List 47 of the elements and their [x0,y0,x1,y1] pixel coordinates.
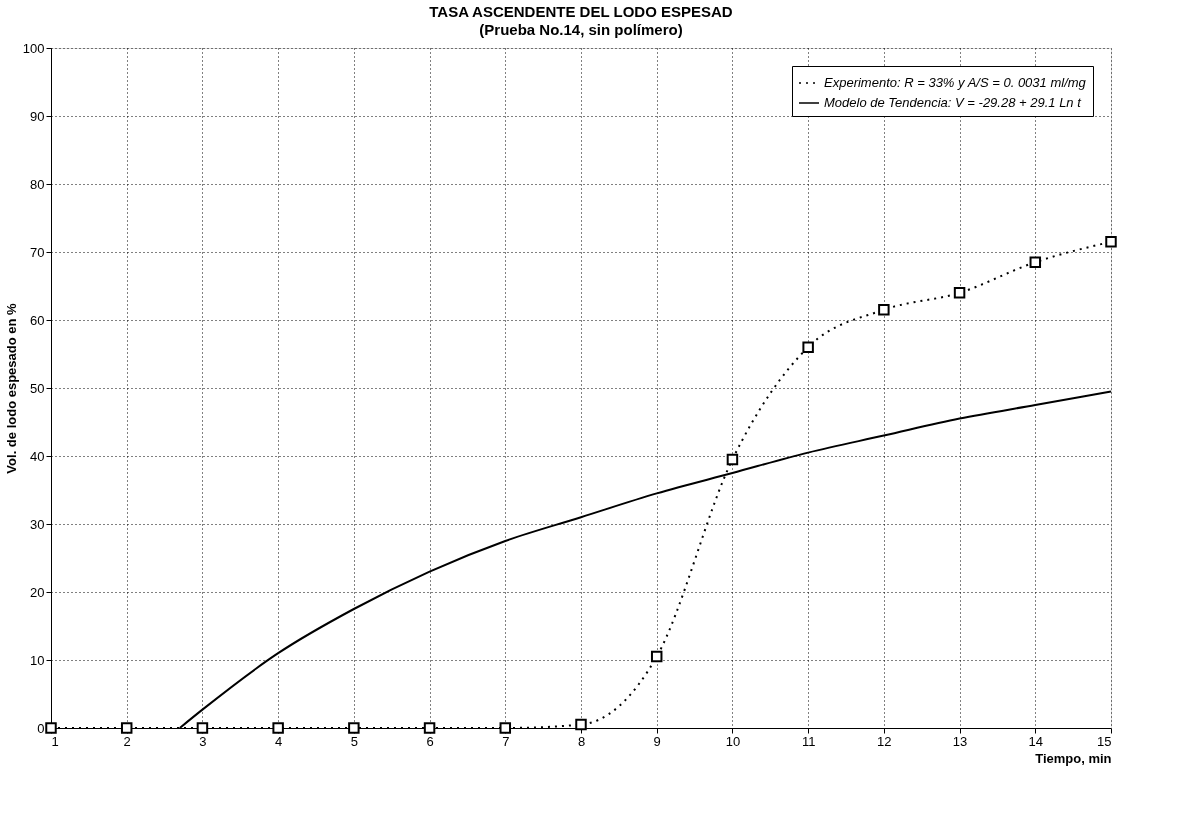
y-tick-label: 10 [30,652,45,668]
y-tick-label: 90 [30,108,45,124]
y-tick-label: 30 [30,516,45,532]
x-tick-label: 3 [199,733,207,749]
x-tick-label: 8 [577,733,586,749]
x-tick-label: 1 [51,733,59,749]
x-tick-label: 7 [502,733,510,749]
y-tick-label: 60 [30,312,45,328]
point [575,718,587,731]
chart-title: TASA ASCENDENTE DEL LODO ESPESAD [429,3,733,20]
point [1029,256,1042,268]
point [1105,236,1117,248]
x-axis-title: Tiempo, min [1035,750,1112,766]
point [423,722,436,734]
point [348,722,360,734]
point [878,304,890,316]
point [45,722,57,734]
x-tick-label: 12 [877,733,892,749]
x-tick-label: 2 [123,733,131,749]
y-tick-label: 100 [22,40,45,56]
y-tick-label: 40 [30,448,45,464]
point [272,722,284,734]
x-tick-label: 6 [426,733,434,749]
y-axis-title: Vol. de lodo espesado en % [3,302,19,474]
x-tick-label: 13 [952,733,968,749]
legend-label: Experimento: R = 33% y A/S = 0. 0031 ml/mg [824,75,1087,90]
x-tick-label: 9 [653,733,661,749]
x-tick-label: 11 [801,733,816,749]
x-tick-label: 10 [725,733,741,749]
chart-subtitle: (Prueba No.14, sin polímero) [479,21,683,38]
y-tick-label: 50 [30,380,45,396]
y-tick-label: 20 [30,584,45,600]
point [802,341,814,353]
point [650,650,663,663]
x-tick-label: 14 [1028,733,1044,749]
x-tick-label: 5 [350,733,358,749]
y-tick-label: 70 [30,244,45,260]
x-tick-label: 4 [275,733,283,749]
point [196,722,209,734]
legend-label: Modelo de Tendencia: V = -29.28 + 29.1 Ln t [824,95,1083,110]
point [499,722,512,734]
y-tick-label: 80 [30,176,45,192]
x-tick-label: 15 [1097,733,1112,749]
point [726,453,739,466]
point [953,287,966,299]
point [120,722,133,734]
y-tick-label: 0 [37,720,45,736]
